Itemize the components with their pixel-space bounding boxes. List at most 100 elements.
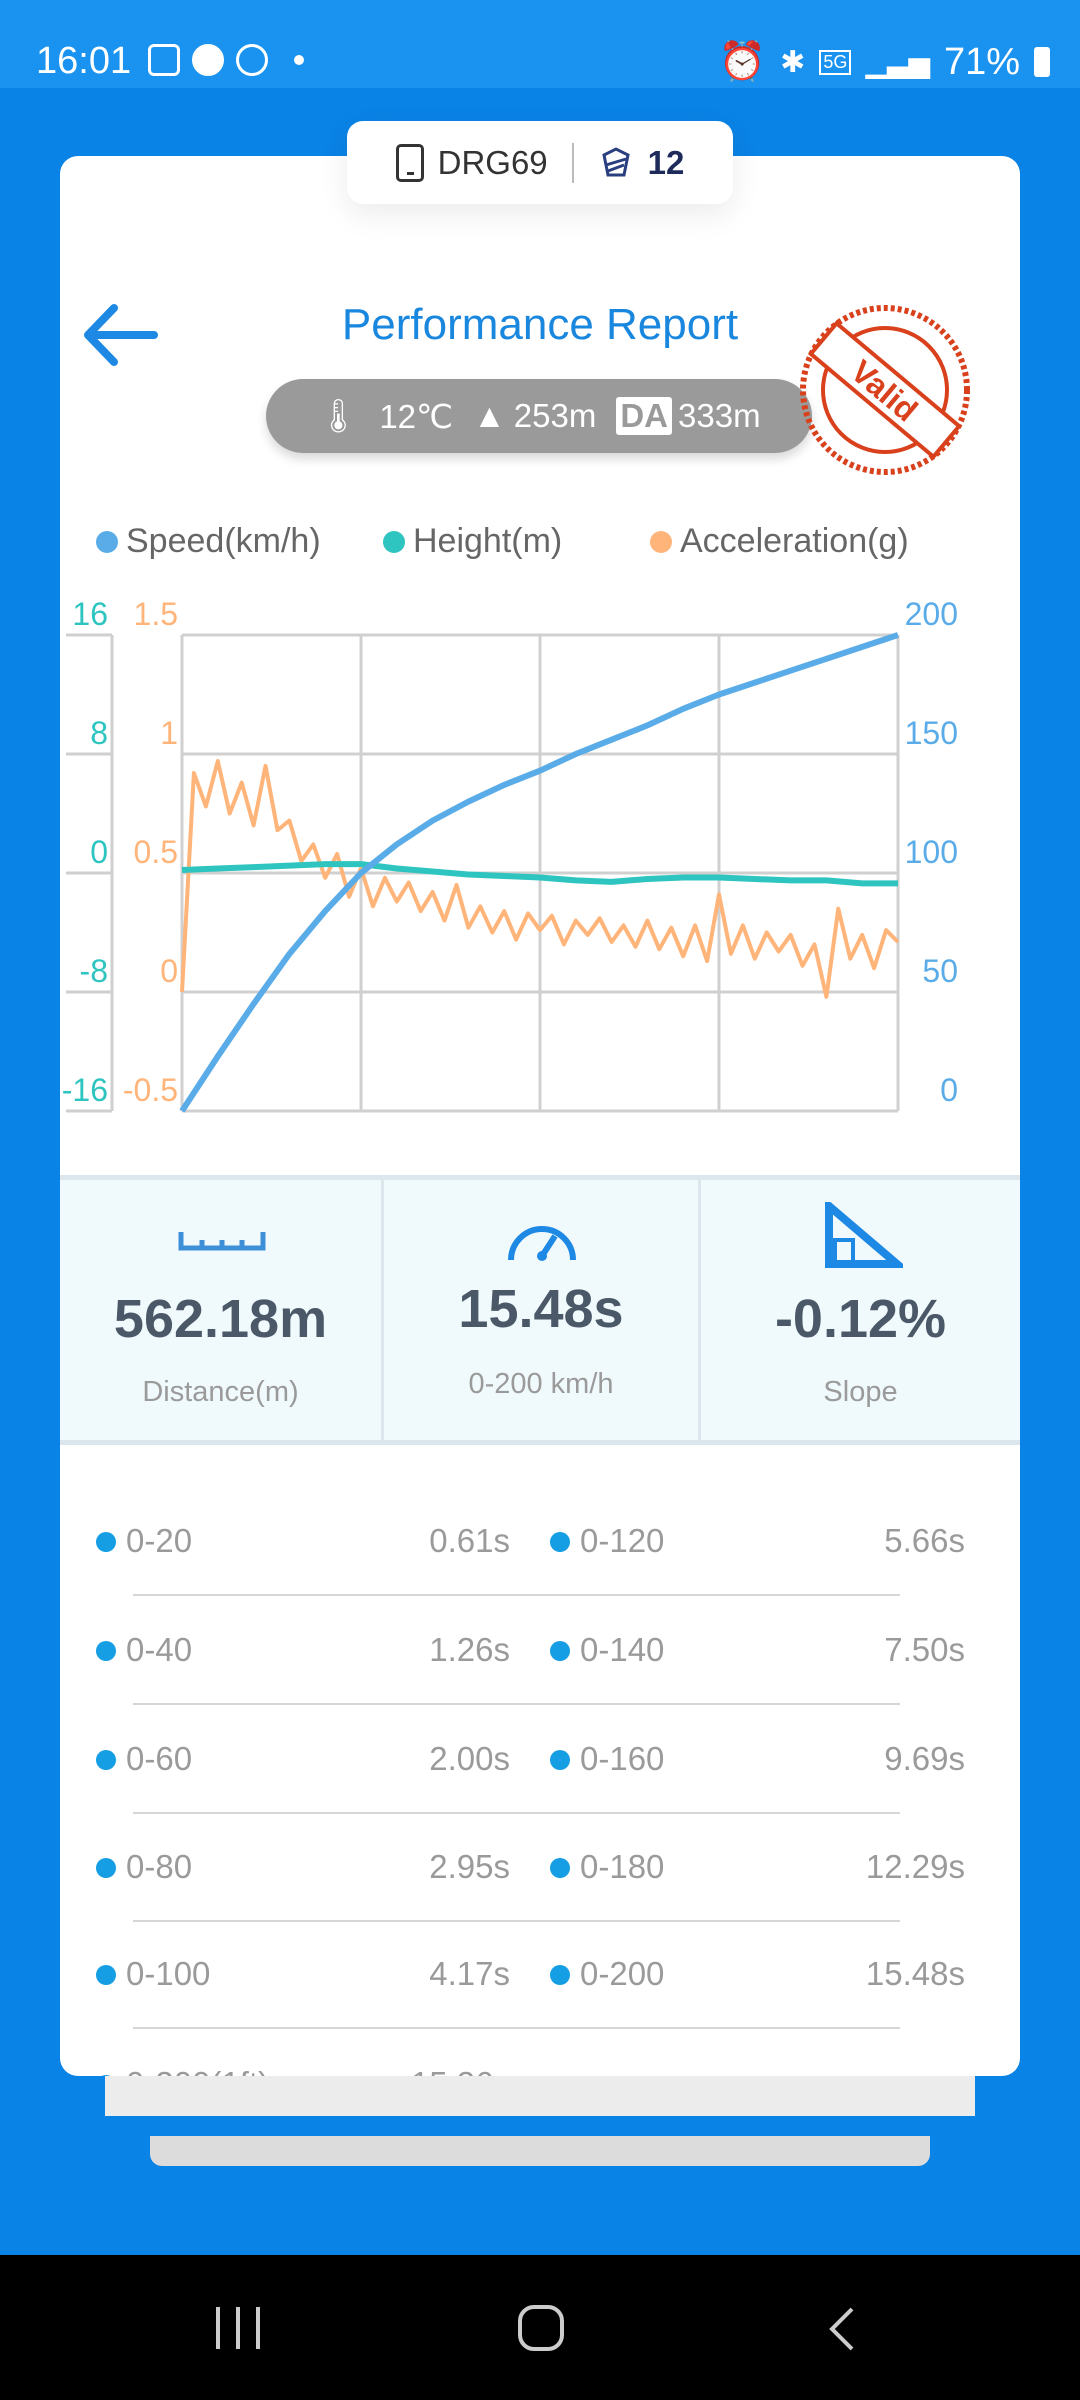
altitude: 253m: [513, 397, 597, 434]
split-time: 0.61s: [429, 1522, 510, 1559]
stats-panel: 562.18m Distance(m) 15.48s 0-200 km/h -0…: [60, 1175, 1020, 1445]
stat-value: -0.12%: [774, 1289, 947, 1349]
split-label: 0-160: [580, 1740, 665, 1777]
split-row: 0-60 2.00s: [0, 1740, 1080, 1780]
split-row: 0-180 12.29s: [0, 1848, 1080, 1888]
status-bar: 16:01 ⏰ ✱ 5G ▁▃▅ 71%: [0, 0, 1080, 88]
home-icon[interactable]: [518, 2305, 564, 2351]
bullet-icon: [96, 1532, 116, 1552]
recent-apps-icon[interactable]: [216, 2307, 260, 2349]
split-time: 4.17s: [429, 1955, 510, 1992]
legend-dot: [383, 530, 405, 553]
row-divider: [133, 2027, 900, 2029]
battery-icon: [1034, 47, 1050, 77]
device-pill[interactable]: DRG69 12: [347, 121, 733, 204]
performance-chart: 16 1.5 200 8 1 150 0 0.5 100 -8 0 50 -16 -0.5 0: [62, 596, 958, 1113]
split-label: 0-80: [126, 1848, 193, 1885]
bullet-icon: [550, 1965, 570, 1985]
da-badge: DA: [616, 397, 673, 435]
split-row: 0-100 4.17s: [0, 1955, 1080, 1995]
split-row: 0-160 9.69s: [0, 1740, 1080, 1780]
tick-label-height: -16: [62, 1072, 108, 1108]
tick-label-acceleration: -0.5: [123, 1072, 178, 1108]
tick-label-speed: 0: [940, 1072, 958, 1108]
split-label: 0-120: [580, 1522, 665, 1559]
mountain-icon: ▲: [473, 397, 506, 434]
stat-value: 562.18m: [113, 1289, 328, 1349]
device-name: DRG69: [437, 143, 548, 181]
stat-distance: 562.18m Distance(m): [60, 1180, 384, 1440]
split-label: 0-20: [126, 1522, 193, 1559]
tick-label-speed: 50: [922, 953, 958, 989]
stat-label: Distance(m): [142, 1376, 299, 1408]
signal-icon: ▁▃▅: [865, 46, 930, 78]
bullet-icon: [550, 1641, 570, 1661]
report-card: [60, 156, 1020, 2076]
stat-slope: -0.12% Slope: [701, 1180, 1020, 1440]
tick-label-acceleration: 1: [160, 715, 178, 751]
bullet-icon: [96, 1750, 116, 1770]
bullet-icon: [550, 1858, 570, 1878]
legend-height[interactable]: Height(m): [383, 522, 562, 561]
ruler-icon: [178, 1232, 266, 1251]
5g-icon: 5G: [819, 49, 852, 75]
page-title: Performance Report: [341, 300, 739, 349]
split-time: 12.29s: [865, 1848, 965, 1885]
tick-label-speed: 150: [905, 715, 958, 751]
split-label: 0-40: [126, 1631, 193, 1668]
density-altitude: 333m: [678, 397, 761, 434]
tick-label-acceleration: 0.5: [134, 834, 178, 870]
tick-label-speed: 100: [905, 834, 958, 870]
stat-label: Slope: [823, 1376, 898, 1408]
split-row: 0-40 1.26s: [0, 1631, 1080, 1671]
tick-label-acceleration: 0: [160, 953, 178, 989]
back-icon[interactable]: [826, 2305, 856, 2353]
status-time: 16:01: [36, 40, 132, 82]
legend-acceleration[interactable]: Acceleration(g): [650, 522, 909, 561]
row-divider: [133, 1812, 900, 1814]
split-time: 2.95s: [429, 1848, 510, 1885]
tick-label-height: 0: [90, 834, 108, 870]
series-line-acceleration: [180, 759, 900, 999]
temperature: 12℃: [379, 397, 454, 435]
split-time: 2.00s: [429, 1740, 510, 1777]
split-label: 0-60: [126, 1740, 193, 1777]
bullet-icon: [96, 1965, 116, 1985]
tick-label-height: 16: [72, 596, 108, 632]
arrow-left-icon[interactable]: [80, 300, 160, 370]
messenger-icon: [192, 44, 224, 76]
speedometer-icon: [508, 1226, 576, 1261]
row-divider: [133, 1594, 900, 1596]
bluetooth-icon: ✱: [780, 45, 806, 79]
series-line-height: [181, 861, 898, 887]
phone-icon: [395, 143, 424, 182]
bullet-icon: [550, 1532, 570, 1552]
battery-text: 71%: [943, 40, 1020, 83]
split-time: 15.48s: [865, 1955, 965, 1992]
stat-label: 0-200 km/h: [468, 1368, 614, 1400]
satellite-icon: [601, 146, 630, 176]
bullet-icon: [96, 1858, 116, 1878]
legend-label: Acceleration(g): [680, 522, 909, 560]
split-label: 0-180: [580, 1848, 665, 1885]
bullet-icon: [550, 1750, 570, 1770]
satellite-count: 12: [647, 143, 685, 181]
tick-label-height: 8: [90, 715, 108, 751]
valid-stamp: Valid: [800, 305, 970, 475]
slope-icon: [825, 1202, 903, 1268]
legend-dot: [650, 530, 672, 553]
split-label: 0-200: [580, 1955, 665, 1992]
split-row: 0-200 15.48s: [0, 1955, 1080, 1995]
gallery-icon: [148, 44, 180, 76]
thermometer-icon: 🌡: [317, 396, 360, 434]
split-time: 9.69s: [884, 1740, 965, 1777]
alarm-icon: ⏰: [718, 41, 767, 83]
tick-label-height: -8: [80, 953, 108, 989]
bullet-icon: [96, 1641, 116, 1661]
stat-value: 15.48s: [458, 1279, 624, 1339]
legend-speed[interactable]: Speed(km/h): [96, 522, 321, 561]
split-row: 0-140 7.50s: [0, 1631, 1080, 1671]
split-label: 0-140: [580, 1631, 665, 1668]
app-icon: [236, 44, 268, 76]
split-row: 0-20 0.61s: [0, 1522, 1080, 1562]
